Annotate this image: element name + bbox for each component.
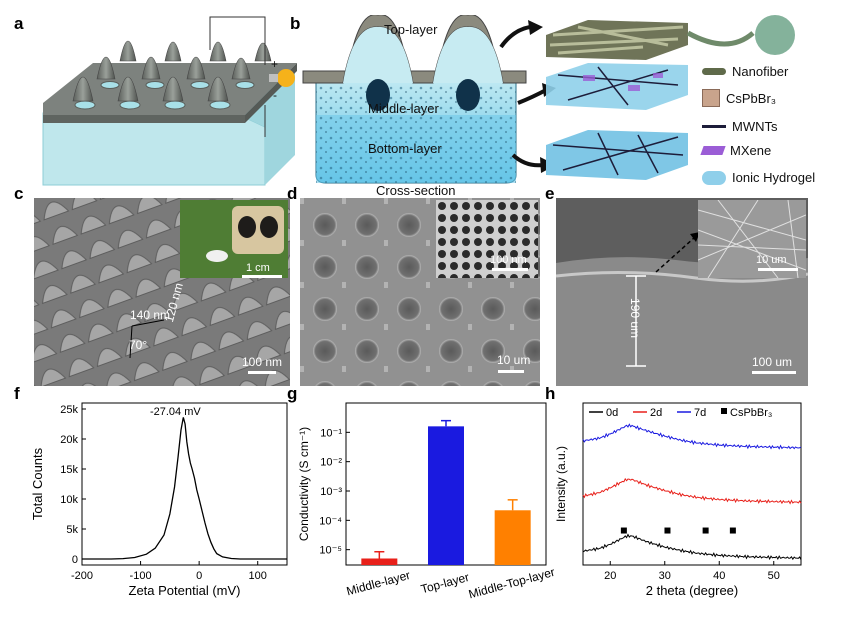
legend-label: 2d xyxy=(650,407,662,419)
legend-item-cspbbr3: CsPbBr₃ xyxy=(702,89,776,107)
series-0d xyxy=(582,533,802,561)
device-schematic-illustration xyxy=(42,16,297,186)
x-tick-label: -100 xyxy=(130,570,152,582)
chart-conductivity: 10⁻⁵ 10⁻⁴ 10⁻³ 10⁻² 10⁻¹ Middle-layer Top-laye… xyxy=(297,402,556,601)
x-tick-label: -200 xyxy=(71,570,93,582)
legend-label: MXene xyxy=(730,143,772,158)
legend-label: CsPbBr₃ xyxy=(726,90,777,106)
legend-label: MWNTs xyxy=(732,119,778,134)
panel-label-h: h xyxy=(545,384,556,403)
panel-label-e: e xyxy=(545,184,555,203)
bottom-layer-label: Bottom-layer xyxy=(368,141,442,156)
plus-sign: + xyxy=(271,57,279,71)
category-label: Top-layer xyxy=(419,570,470,596)
x-tick-label: 50 xyxy=(768,570,780,582)
thickness-label: 190 um xyxy=(628,298,642,339)
scale-label-inset: 10 um xyxy=(756,254,787,266)
y-axis-label: Total Counts xyxy=(30,447,45,520)
legend-label: Nanofiber xyxy=(732,64,789,79)
category-label: Middle-Top-layer xyxy=(467,565,556,601)
mxene-icon xyxy=(700,146,726,155)
x-axis-label: 2 theta (degree) xyxy=(646,583,739,598)
perovskite-cube-icon xyxy=(702,89,720,107)
axes-frame xyxy=(81,402,288,566)
category-label: Middle-layer xyxy=(345,568,412,598)
y-tick-label: 0 xyxy=(72,554,78,566)
series-7d xyxy=(582,423,802,450)
y-tick-label: 15k xyxy=(60,464,78,476)
scale-label-inset: 100 nm xyxy=(490,254,527,266)
cspbbr3-peak-marker xyxy=(620,527,627,534)
legend-item-mxene: MXene xyxy=(700,143,772,158)
cspbbr3-peak-marker xyxy=(729,527,736,534)
sem-image-nanostructure: 1 cm 140 nm 120 nm 70° 100 nm xyxy=(34,198,290,386)
chart-xrd: 20 30 40 50 0d 2d 7d CsPbBr₃ 2 theta (degree) Int… xyxy=(554,402,802,598)
cspbbr3-peak-marker xyxy=(664,527,671,534)
minus-sign: - xyxy=(273,88,277,102)
y-tick-label: 10⁻⁵ xyxy=(319,545,342,557)
x-tick-label: 40 xyxy=(713,570,725,582)
series-line xyxy=(82,417,287,560)
bar-top-layer xyxy=(428,426,464,565)
light-bulb-icon xyxy=(277,69,295,87)
chart-zeta-potential: -200 -100 0 100 0 5k 10k 15k 20k 25k -27.04 mV Zeta… xyxy=(30,402,288,598)
x-tick-label: 30 xyxy=(659,570,671,582)
y-tick-label: 10k xyxy=(60,494,78,506)
nanofiber-block xyxy=(546,15,795,60)
porous-inset: 100 nm xyxy=(436,200,538,278)
nanofiber-inset: 10 um xyxy=(697,199,807,279)
x-tick-label: 0 xyxy=(196,570,202,582)
sem-image-dimple-array: 100 nm 10 um xyxy=(300,198,540,386)
panel-label-a: a xyxy=(14,14,24,33)
legend-item-ionic-hydrogel: Ionic Hydrogel xyxy=(702,170,815,185)
mwnt-block xyxy=(546,130,688,180)
panel-label-g: g xyxy=(287,384,298,403)
peak-annotation: -27.04 mV xyxy=(150,406,201,418)
bar-middle-top-layer xyxy=(494,510,531,565)
y-axis-label: Intensity (a.u.) xyxy=(554,446,568,522)
cross-section-label: Cross-section xyxy=(376,183,456,198)
cspbbr3-peak-marker xyxy=(702,527,709,534)
bar-middle-layer xyxy=(361,558,398,565)
y-tick-label: 5k xyxy=(66,524,78,536)
x-axis-label: Zeta Potential (mV) xyxy=(129,583,241,598)
middle-layer-label: Middle-layer xyxy=(368,101,439,116)
legend-item-mwnts: MWNTs xyxy=(702,119,778,134)
panel-label-c: c xyxy=(14,184,24,203)
scale-label-main: 100 nm xyxy=(242,355,283,369)
panel-label-b: b xyxy=(290,14,301,33)
x-tick-label: 20 xyxy=(604,570,616,582)
legend-label: 7d xyxy=(694,407,706,419)
mwnt-icon xyxy=(702,125,726,128)
insect-photo-inset: 1 cm xyxy=(180,200,288,278)
y-tick-label: 10⁻⁴ xyxy=(319,515,342,527)
panel-label-f: f xyxy=(14,384,20,403)
legend-label: 0d xyxy=(606,407,618,419)
x-tick-label: 100 xyxy=(249,570,267,582)
dimension-label-140: 140 nm xyxy=(130,308,171,322)
scale-label-main: 100 um xyxy=(752,355,793,369)
axes-frame xyxy=(582,402,802,566)
y-tick-label: 10⁻² xyxy=(320,457,342,469)
y-tick-label: 20k xyxy=(60,434,78,446)
panel-label-d: d xyxy=(287,184,298,203)
top-layer-label: Top-layer xyxy=(384,22,438,37)
cross-section-schematic xyxy=(302,15,795,184)
scale-label-inset: 1 cm xyxy=(246,262,270,274)
legend-label: CsPbBr₃ xyxy=(730,407,772,419)
series-2d xyxy=(582,477,802,505)
y-tick-label: 10⁻¹ xyxy=(320,427,342,439)
legend-marker xyxy=(721,408,727,414)
y-axis-label: Conductivity (S cm⁻¹) xyxy=(297,427,311,541)
sem-image-cross-section: 10 um 190 um 100 um xyxy=(556,198,808,386)
hydrogel-icon xyxy=(702,170,726,185)
nanofiber-icon xyxy=(702,68,726,75)
y-tick-label: 10⁻³ xyxy=(320,486,342,498)
mxene-block xyxy=(546,63,688,110)
scale-label-main: 10 um xyxy=(497,353,531,367)
legend-label: Ionic Hydrogel xyxy=(732,170,816,185)
y-tick-label: 25k xyxy=(60,404,78,416)
angle-label: 70° xyxy=(129,338,148,352)
legend-item-nanofiber: Nanofiber xyxy=(702,64,788,79)
